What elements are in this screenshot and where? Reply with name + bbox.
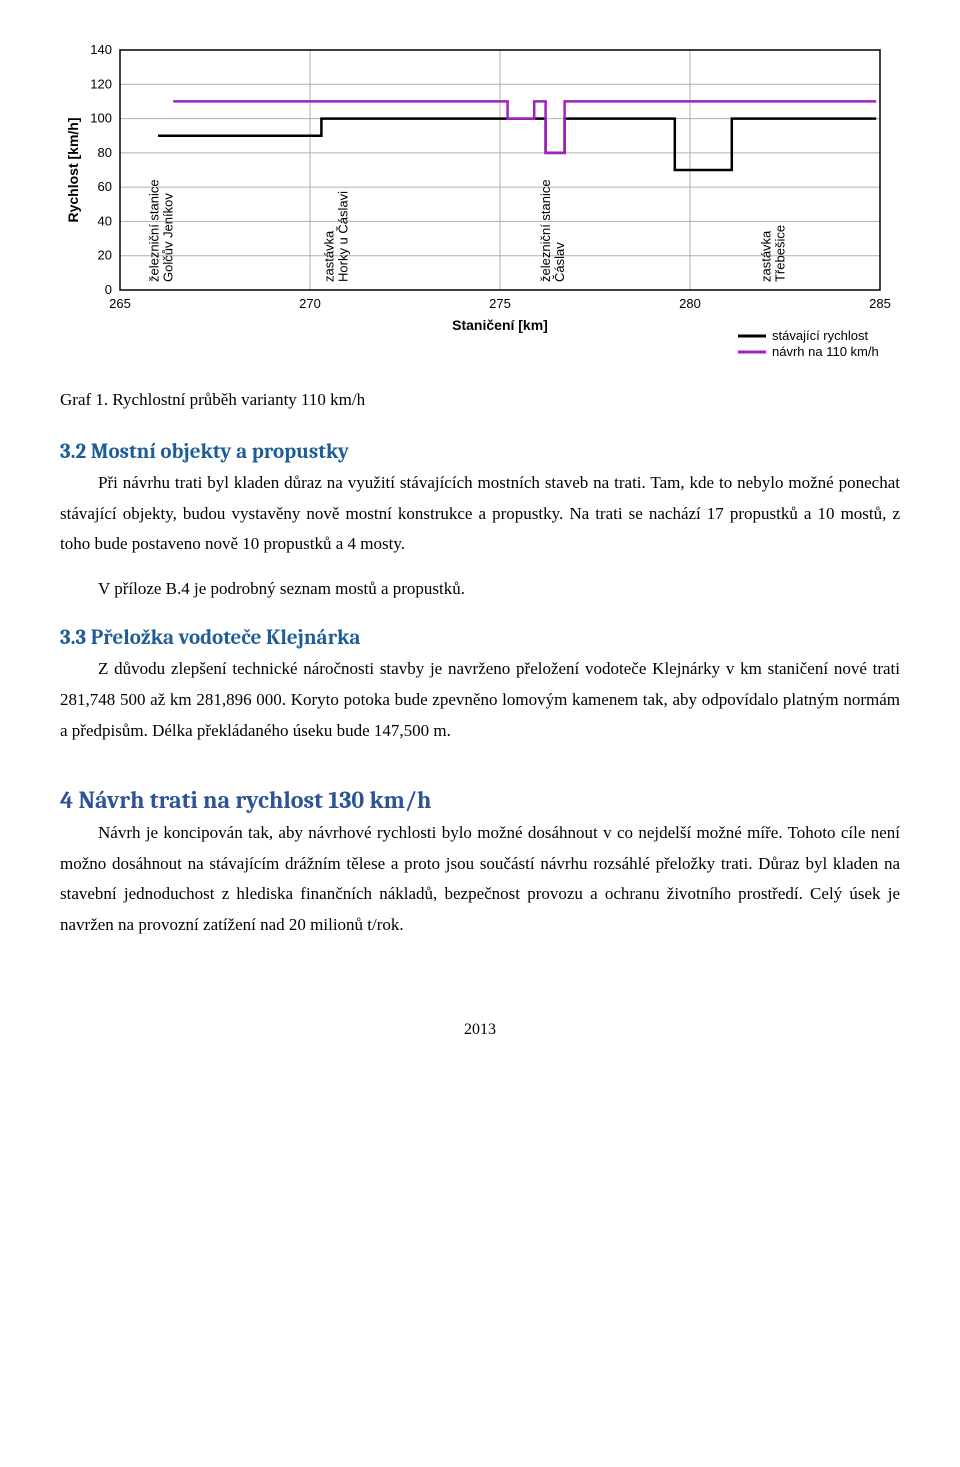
svg-text:Čáslav: Čáslav (552, 242, 567, 282)
svg-text:80: 80 (98, 145, 112, 160)
section-4-title: 4 Návrh trati na rychlost 130 km/h (60, 786, 900, 814)
svg-text:železniční stanice: železniční stanice (538, 179, 553, 282)
section-3-2-p1: Při návrhu trati byl kladen důraz na vyu… (60, 468, 900, 560)
svg-text:20: 20 (98, 248, 112, 263)
section-3-2-title: 3.2 Mostní objekty a propustky (60, 440, 900, 464)
svg-text:stávající rychlost: stávající rychlost (772, 328, 868, 343)
svg-text:140: 140 (90, 42, 112, 57)
svg-text:270: 270 (299, 296, 321, 311)
svg-text:návrh na 110 km/h: návrh na 110 km/h (772, 344, 879, 359)
page-footer-year: 2013 (60, 1021, 900, 1039)
svg-text:0: 0 (105, 282, 112, 297)
svg-text:zastávka: zastávka (758, 230, 773, 282)
chart-svg: 0 20 40 60 80 100 120 140 265 270 275 280 285 Rychlos… (60, 40, 900, 370)
svg-text:280: 280 (679, 296, 701, 311)
svg-text:Rychlost [km/h]: Rychlost [km/h] (65, 117, 81, 222)
svg-text:železniční stanice: železniční stanice (147, 179, 162, 282)
svg-text:265: 265 (109, 296, 131, 311)
svg-text:zastávka: zastávka (321, 230, 336, 282)
speed-profile-chart: 0 20 40 60 80 100 120 140 265 270 275 280 285 Rychlos… (60, 40, 900, 370)
svg-text:275: 275 (489, 296, 511, 311)
chart-caption: Graf 1. Rychlostní průběh varianty 110 k… (60, 390, 900, 410)
section-3-3-p1: Z důvodu zlepšení technické náročnosti s… (60, 654, 900, 746)
svg-text:285: 285 (869, 296, 891, 311)
svg-text:100: 100 (90, 111, 112, 126)
svg-text:120: 120 (90, 76, 112, 91)
svg-text:Horky u Čáslavi: Horky u Čáslavi (335, 191, 350, 282)
svg-text:Golčův Jeníkov: Golčův Jeníkov (161, 193, 176, 282)
section-4-p1: Návrh je koncipován tak, aby návrhové ry… (60, 818, 900, 940)
svg-text:40: 40 (98, 213, 112, 228)
section-3-3-title: 3.3 Přeložka vodoteče Klejnárka (60, 626, 900, 650)
svg-text:Třebešice: Třebešice (772, 225, 787, 282)
svg-text:60: 60 (98, 179, 112, 194)
svg-text:Staničení [km]: Staničení [km] (452, 317, 548, 333)
section-3-2-p2: V příloze B.4 je podrobný seznam mostů a… (60, 574, 900, 605)
